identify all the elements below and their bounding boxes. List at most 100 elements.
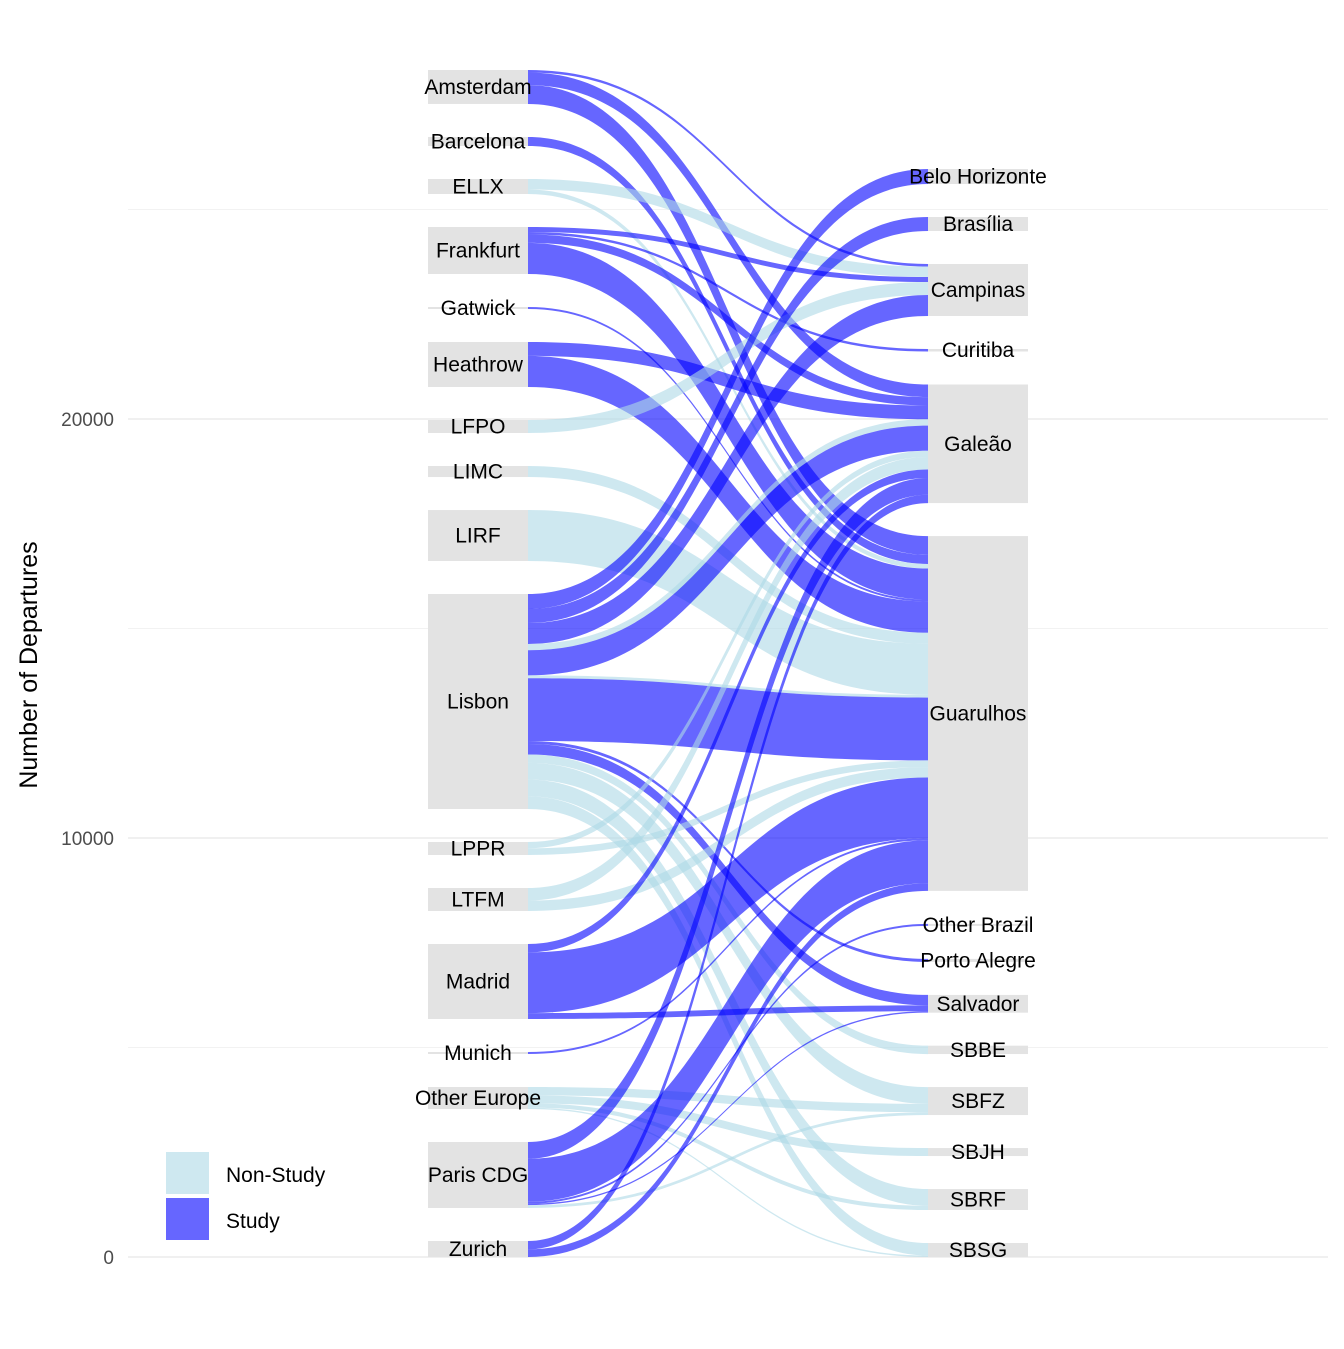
stratum-other-brazil: [928, 923, 1028, 926]
stratum-label-other-brazil: Other Brazil: [923, 914, 1034, 937]
y-tick-label: 0: [103, 1248, 114, 1269]
stratum-label-sbfz: SBFZ: [951, 1090, 1005, 1113]
flow-heathrow-to-guarulhos: [528, 355, 928, 633]
legend: Non-Study Study: [166, 1152, 326, 1240]
flow-heathrow-to-galeão: [528, 342, 928, 420]
stratum-label-lirf: LIRF: [455, 525, 501, 548]
stratum-label-gatwick: Gatwick: [441, 297, 516, 320]
stratum-sbrf: [928, 1189, 1028, 1211]
stratum-label-ellx: ELLX: [452, 175, 503, 198]
flows: [528, 69, 928, 1257]
stratum-label-porto-alegre: Porto Alegre: [920, 949, 1036, 972]
stratum-zurich: [428, 1240, 528, 1257]
legend-label-non-study: Non-Study: [226, 1164, 326, 1187]
legend-key-study: [166, 1198, 209, 1240]
stratum-label-guarulhos: Guarulhos: [930, 702, 1027, 725]
stratum-amsterdam: [428, 69, 528, 104]
strata: Amsterdam Barcelona ELLX Frankfurt Gatwick He…: [415, 69, 1047, 1262]
stratum-guarulhos: [928, 536, 1028, 891]
flow-lisbon-to-galeão: [528, 425, 928, 676]
flow-lppr-to-guarulhos: [528, 760, 928, 855]
stratum-label-curitiba: Curitiba: [942, 339, 1015, 362]
flow-paris-cdg-to-salvador: [528, 1011, 928, 1206]
flow-gatwick-to-guarulhos: [528, 306, 928, 602]
stratum-lisbon: [428, 594, 528, 809]
stratum-campinas: [928, 263, 1028, 316]
stratum-label-sbbe: SBBE: [950, 1039, 1006, 1062]
stratum-label-belo-horizonte: Belo Horizonte: [909, 165, 1047, 188]
flow-lisbon-to-campinas: [528, 295, 928, 644]
flow-munich-to-guarulhos: [528, 838, 928, 1055]
flow-barcelona-to-guarulhos: [528, 136, 928, 564]
stratum-lfpo: [428, 420, 528, 433]
stratum-belo-horizonte: [928, 168, 1028, 184]
stratum-label-sbsg: SBSG: [949, 1239, 1007, 1262]
stratum-brasília: [928, 216, 1028, 231]
flow-lisbon-to-porto-alegre: [528, 741, 928, 962]
stratum-label-barcelona: Barcelona: [431, 130, 526, 153]
stratum-limc: [428, 465, 528, 478]
flow-lppr-to-galeão: [528, 450, 928, 849]
stratum-frankfurt: [428, 226, 528, 274]
stratum-label-salvador: Salvador: [937, 993, 1020, 1016]
stratum-sbjh: [928, 1148, 1028, 1157]
stratum-other-europe: [428, 1087, 528, 1110]
flow-other-europe-to-sbjh: [528, 1095, 928, 1157]
stratum-ellx: [428, 178, 528, 194]
stratum-label-campinas: Campinas: [931, 279, 1026, 302]
stratum-salvador: [928, 994, 1028, 1013]
flow-ltfm-to-galeão: [528, 456, 928, 901]
stratum-lirf: [428, 510, 528, 562]
stratum-label-limc: LIMC: [453, 461, 503, 484]
flow-lisbon-to-sbrf: [528, 779, 928, 1206]
flow-ltfm-to-guarulhos: [528, 767, 928, 911]
stratum-label-amsterdam: Amsterdam: [424, 76, 531, 99]
stratum-ltfm: [428, 887, 528, 911]
y-axis: 0 10000 20000: [61, 410, 114, 1269]
stratum-label-galeão: Galeão: [944, 433, 1012, 456]
stratum-label-other-europe: Other Europe: [415, 1087, 541, 1110]
stratum-gatwick: [428, 306, 528, 310]
flow-other-europe-to-sbfz: [528, 1087, 928, 1113]
stratum-label-zurich: Zurich: [449, 1238, 507, 1261]
stratum-munich: [428, 1051, 528, 1055]
flow-lfpo-to-campinas: [528, 282, 928, 433]
flow-other-europe-to-sbsg: [528, 1107, 928, 1257]
stratum-porto-alegre: [928, 958, 1028, 962]
flow-paris-cdg-to-other-brazil: [528, 923, 928, 1204]
stratum-sbsg: [928, 1243, 1028, 1257]
y-tick-label: 20000: [61, 410, 114, 431]
flow-madrid-to-guarulhos: [528, 777, 928, 1014]
flow-paris-cdg-to-galeão: [528, 477, 928, 1159]
stratum-sbbe: [928, 1045, 1028, 1055]
stratum-label-lppr: LPPR: [451, 837, 506, 860]
flow-madrid-to-galeão: [528, 469, 928, 953]
stratum-label-lisbon: Lisbon: [447, 691, 509, 714]
stratum-label-lfpo: LFPO: [451, 416, 506, 439]
y-axis-label: Number of Departures: [15, 541, 43, 788]
stratum-label-madrid: Madrid: [446, 970, 510, 993]
flow-lisbon-to-belo-horizonte: [528, 168, 928, 610]
flow-lisbon-to-galeão: [528, 419, 928, 651]
stratum-paris-cdg: [428, 1142, 528, 1208]
flow-paris-cdg-to-sbfz: [528, 1112, 928, 1208]
y-tick-label: 10000: [61, 829, 114, 850]
stratum-label-brasília: Brasília: [943, 213, 1013, 236]
flow-lisbon-to-sbfz: [528, 762, 928, 1104]
stratum-barcelona: [428, 136, 528, 146]
flow-ellx-to-campinas: [528, 178, 928, 278]
flow-amsterdam-to-campinas: [528, 69, 928, 267]
legend-key-non-study: [166, 1152, 209, 1194]
stratum-madrid: [428, 943, 528, 1019]
stratum-heathrow: [428, 342, 528, 388]
stratum-galeão: [928, 384, 1028, 504]
flow-lisbon-to-guarulhos: [528, 675, 928, 698]
flow-frankfurt-to-galeão: [528, 234, 928, 406]
flow-other-europe-to-sbrf: [528, 1103, 928, 1211]
flow-lisbon-to-brasília: [528, 216, 928, 624]
stratum-label-heathrow: Heathrow: [433, 354, 524, 377]
stratum-label-ltfm: LTFM: [451, 888, 504, 911]
legend-label-study: Study: [226, 1210, 280, 1233]
flow-paris-cdg-to-guarulhos: [528, 840, 928, 1202]
